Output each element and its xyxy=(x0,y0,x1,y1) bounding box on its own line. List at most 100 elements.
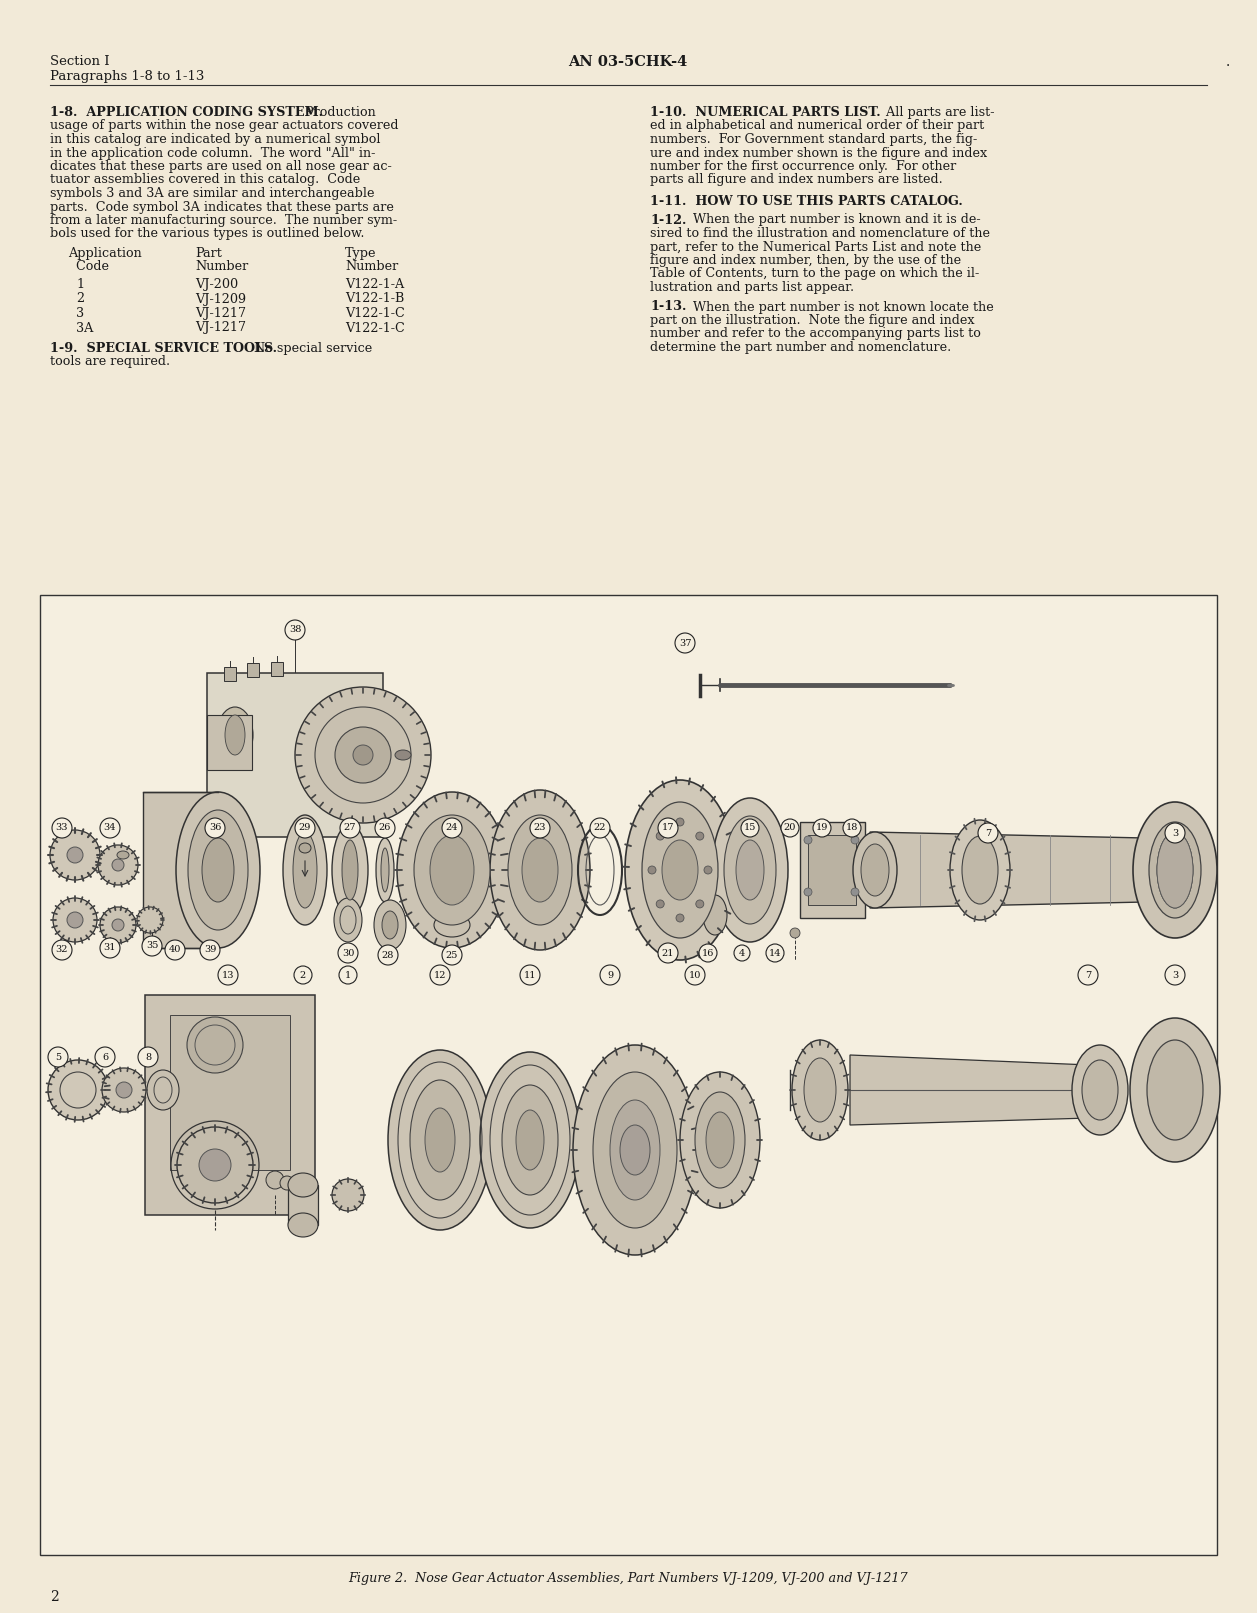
Ellipse shape xyxy=(414,815,490,924)
Text: bols used for the various types is outlined below.: bols used for the various types is outli… xyxy=(50,227,365,240)
Ellipse shape xyxy=(50,831,101,881)
Text: in the application code column.  The word "All" in-: in the application code column. The word… xyxy=(50,147,376,160)
Circle shape xyxy=(52,818,72,839)
Text: Number: Number xyxy=(344,261,398,274)
Text: 30: 30 xyxy=(342,948,354,958)
Text: 1: 1 xyxy=(75,277,84,290)
Circle shape xyxy=(1165,823,1185,844)
Text: 38: 38 xyxy=(289,626,302,634)
Circle shape xyxy=(851,836,859,844)
Ellipse shape xyxy=(375,900,406,950)
Text: part on the illustration.  Note the figure and index: part on the illustration. Note the figur… xyxy=(650,315,974,327)
Ellipse shape xyxy=(177,1127,253,1203)
Text: Figure 2.  Nose Gear Actuator Assemblies, Part Numbers VJ-1209, VJ-200 and VJ-12: Figure 2. Nose Gear Actuator Assemblies,… xyxy=(348,1573,908,1586)
Text: 1-11.  HOW TO USE THIS PARTS CATALOG.: 1-11. HOW TO USE THIS PARTS CATALOG. xyxy=(650,195,963,208)
Ellipse shape xyxy=(680,1073,760,1208)
Ellipse shape xyxy=(625,781,735,960)
Circle shape xyxy=(530,818,551,839)
Ellipse shape xyxy=(610,1100,660,1200)
Bar xyxy=(207,715,251,769)
Ellipse shape xyxy=(67,911,83,927)
Text: number and refer to the accompanying parts list to: number and refer to the accompanying par… xyxy=(650,327,980,340)
Circle shape xyxy=(205,818,225,839)
Circle shape xyxy=(138,1047,158,1068)
Ellipse shape xyxy=(295,687,431,823)
Text: Code: Code xyxy=(68,261,109,274)
Circle shape xyxy=(442,818,463,839)
Text: 2: 2 xyxy=(50,1590,59,1603)
Ellipse shape xyxy=(98,845,138,886)
Circle shape xyxy=(338,944,358,963)
Ellipse shape xyxy=(711,798,788,942)
Ellipse shape xyxy=(1156,832,1193,908)
Circle shape xyxy=(696,832,704,840)
Circle shape xyxy=(699,944,716,961)
Text: 10: 10 xyxy=(689,971,701,979)
Ellipse shape xyxy=(225,715,245,755)
Text: Section I: Section I xyxy=(50,55,109,68)
Text: 2: 2 xyxy=(300,971,307,979)
Polygon shape xyxy=(850,1055,1090,1124)
Text: ure and index number shown is the figure and index: ure and index number shown is the figure… xyxy=(650,147,987,160)
Ellipse shape xyxy=(299,844,310,853)
Text: VJ-1209: VJ-1209 xyxy=(195,292,246,305)
Text: 7: 7 xyxy=(1085,971,1091,979)
Text: V122-1-A: V122-1-A xyxy=(344,277,405,290)
Text: 33: 33 xyxy=(55,824,68,832)
Ellipse shape xyxy=(1130,1018,1221,1161)
Text: part, refer to the Numerical Parts List and note the: part, refer to the Numerical Parts List … xyxy=(650,240,982,253)
Circle shape xyxy=(294,966,312,984)
Ellipse shape xyxy=(522,839,558,902)
Text: usage of parts within the nose gear actuators covered: usage of parts within the nose gear actu… xyxy=(50,119,398,132)
Ellipse shape xyxy=(382,911,398,939)
Circle shape xyxy=(649,866,656,874)
Text: 28: 28 xyxy=(382,950,395,960)
Text: 1-9.  SPECIAL SERVICE TOOLS.: 1-9. SPECIAL SERVICE TOOLS. xyxy=(50,342,277,355)
Text: .: . xyxy=(1226,55,1231,69)
Text: 7: 7 xyxy=(985,829,991,837)
Ellipse shape xyxy=(620,1124,650,1174)
Ellipse shape xyxy=(288,1173,318,1197)
Ellipse shape xyxy=(706,1111,734,1168)
Text: 40: 40 xyxy=(168,945,181,955)
Circle shape xyxy=(285,619,305,640)
Text: parts.  Code symbol 3A indicates that these parts are: parts. Code symbol 3A indicates that the… xyxy=(50,200,393,213)
Circle shape xyxy=(520,965,541,986)
Text: VJ-1217: VJ-1217 xyxy=(195,306,246,319)
Circle shape xyxy=(430,965,450,986)
Ellipse shape xyxy=(502,1086,558,1195)
Circle shape xyxy=(804,836,812,844)
Text: Type: Type xyxy=(344,247,377,260)
Text: figure and index number, then, by the use of the: figure and index number, then, by the us… xyxy=(650,253,962,268)
Text: determine the part number and nomenclature.: determine the part number and nomenclatu… xyxy=(650,340,952,353)
Ellipse shape xyxy=(517,1110,544,1169)
Circle shape xyxy=(48,1047,68,1068)
Text: sired to find the illustration and nomenclature of the: sired to find the illustration and nomen… xyxy=(650,227,991,240)
Text: 14: 14 xyxy=(769,948,782,958)
Ellipse shape xyxy=(434,913,470,937)
Ellipse shape xyxy=(137,907,163,932)
Ellipse shape xyxy=(508,815,572,924)
Ellipse shape xyxy=(737,840,764,900)
Ellipse shape xyxy=(480,1052,579,1227)
Text: 18: 18 xyxy=(846,824,859,832)
Ellipse shape xyxy=(950,819,1011,919)
Ellipse shape xyxy=(116,1082,132,1098)
Text: VJ-200: VJ-200 xyxy=(195,277,238,290)
Text: 35: 35 xyxy=(146,942,158,950)
Ellipse shape xyxy=(217,706,253,763)
Ellipse shape xyxy=(332,1179,365,1211)
Ellipse shape xyxy=(1133,802,1217,939)
Ellipse shape xyxy=(430,836,474,905)
Circle shape xyxy=(378,945,398,965)
Text: 9: 9 xyxy=(607,971,613,979)
Text: 26: 26 xyxy=(378,824,391,832)
Ellipse shape xyxy=(353,745,373,765)
Circle shape xyxy=(165,940,185,960)
Text: 5: 5 xyxy=(55,1053,62,1061)
Circle shape xyxy=(1079,965,1099,986)
Circle shape xyxy=(740,819,759,837)
Ellipse shape xyxy=(593,1073,678,1227)
Text: All parts are list-: All parts are list- xyxy=(877,106,994,119)
Ellipse shape xyxy=(490,790,590,950)
